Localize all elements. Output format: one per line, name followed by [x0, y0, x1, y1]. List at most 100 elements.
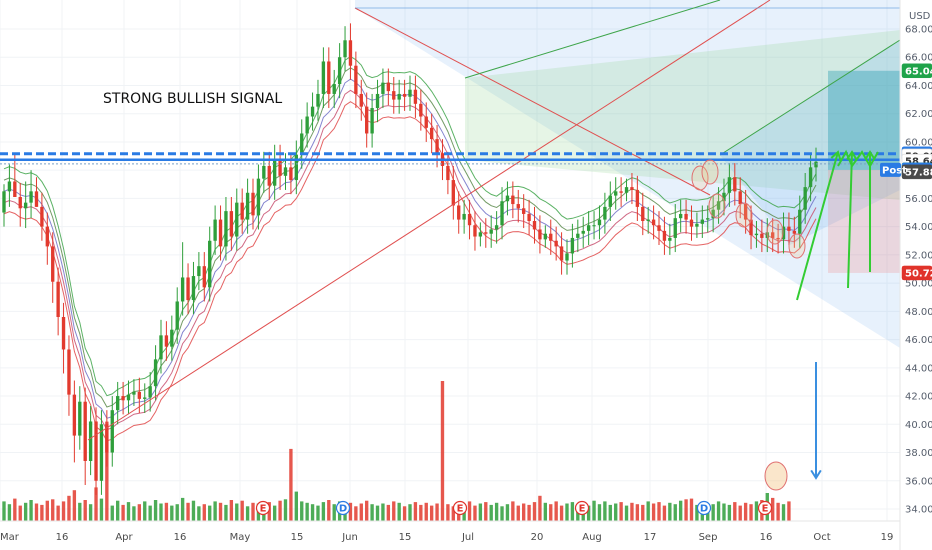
volume-bar: [365, 500, 369, 521]
event-marker[interactable]: [255, 500, 271, 516]
volume-bar: [554, 501, 558, 521]
price-tick-label: 36.00: [905, 476, 932, 487]
highlight-circle: [788, 233, 806, 259]
candle-body: [413, 89, 418, 104]
volume-bar: [771, 497, 775, 521]
candle-body: [23, 202, 28, 209]
annotation-strong-bullish-signal: STRONG BULLISH SIGNAL: [103, 91, 282, 107]
volume-bar: [348, 502, 353, 521]
volume-bar: [397, 502, 401, 521]
candle-body: [727, 177, 732, 193]
volume-bar: [478, 503, 483, 521]
candle-body: [208, 240, 212, 288]
candle-body: [45, 226, 49, 247]
candle-body: [78, 401, 82, 436]
time-tick-label: Mar: [0, 532, 20, 543]
candle-body: [451, 180, 455, 206]
volume-bar: [321, 502, 326, 521]
candle-body: [278, 158, 282, 176]
volume-bar: [603, 501, 607, 521]
event-marker[interactable]: [757, 500, 773, 516]
volume-bar: [646, 501, 650, 521]
event-marker[interactable]: [574, 500, 590, 516]
candle-body: [137, 391, 142, 399]
candle-body: [549, 233, 553, 241]
volume-bar: [749, 504, 753, 521]
candle-body: [116, 396, 120, 411]
event-marker[interactable]: [335, 500, 351, 516]
candle-body: [229, 211, 234, 237]
volume-bar: [2, 501, 6, 521]
candle-body: [570, 237, 575, 254]
candle-body: [489, 229, 493, 234]
price-badges: 65.0459.1659.0158.6458.0358.0257.8850.72…: [880, 63, 932, 281]
volume-bar: [51, 499, 55, 521]
candle-body: [327, 61, 331, 94]
volume-bar: [738, 505, 742, 521]
price-tick-label: 52.00: [905, 250, 932, 261]
candle-body: [7, 181, 12, 192]
candle-body: [305, 116, 309, 134]
volume-bar: [61, 501, 66, 521]
candle-body: [56, 281, 60, 317]
candle-body: [245, 192, 250, 220]
volume-bar: [105, 421, 109, 521]
candle-body: [684, 213, 688, 220]
candle-body: [13, 181, 17, 197]
time-tick-label: 15: [399, 532, 412, 543]
price-tick-label: 62.00: [905, 109, 932, 120]
candle-body: [803, 187, 807, 210]
highlight-circle: [708, 193, 726, 219]
candle-body: [565, 253, 569, 261]
volume-bar: [543, 502, 548, 521]
candle-body: [61, 317, 66, 350]
time-tick-label: 16: [56, 532, 69, 543]
candle-body: [175, 301, 179, 330]
candle-body: [651, 219, 656, 226]
candle-body: [110, 410, 114, 453]
post-badge: [880, 162, 901, 177]
volume-bar: [754, 501, 759, 521]
time-tick-label: 20: [531, 532, 544, 543]
event-marker-label: E: [579, 504, 586, 515]
candle-body: [240, 202, 244, 220]
volume-bar: [657, 502, 661, 521]
candle-body: [105, 424, 109, 453]
volume-bar: [608, 504, 612, 521]
price-tick-label: 64.00: [905, 81, 932, 92]
candle-body: [695, 223, 699, 227]
price-badge: [901, 63, 932, 79]
time-tick-label: Jun: [341, 532, 358, 543]
volume-bar: [668, 502, 672, 521]
volume-bar: [240, 500, 244, 521]
event-marker[interactable]: [696, 500, 712, 516]
volume-bar: [56, 505, 60, 521]
candle-body: [224, 211, 228, 247]
volume-bar: [516, 505, 520, 521]
volume-bar: [597, 504, 602, 521]
candle-body: [457, 205, 461, 220]
candle-body: [408, 89, 412, 97]
volume-bar: [191, 500, 196, 521]
volume-bar: [170, 505, 174, 521]
event-marker[interactable]: [452, 500, 468, 516]
candle-body: [543, 233, 548, 240]
green-arrow-1: [796, 151, 839, 301]
currency-label: USD: [909, 11, 931, 22]
price-tick-label: 38.00: [905, 448, 932, 459]
event-marker-label: E: [260, 504, 267, 515]
volume-bar: [18, 505, 22, 521]
volume-bar: [164, 502, 169, 521]
price-tick-label: 54.00: [905, 222, 932, 233]
candle-body: [576, 233, 580, 238]
time-tick-label: 17: [644, 532, 657, 543]
volume-bar: [137, 504, 142, 521]
candle-body: [283, 167, 288, 176]
blue-arrow-down-head: [810, 469, 822, 480]
candle-body: [375, 93, 380, 109]
candle-body: [191, 276, 196, 301]
candle-body: [429, 127, 434, 140]
candle-body: [337, 57, 342, 85]
